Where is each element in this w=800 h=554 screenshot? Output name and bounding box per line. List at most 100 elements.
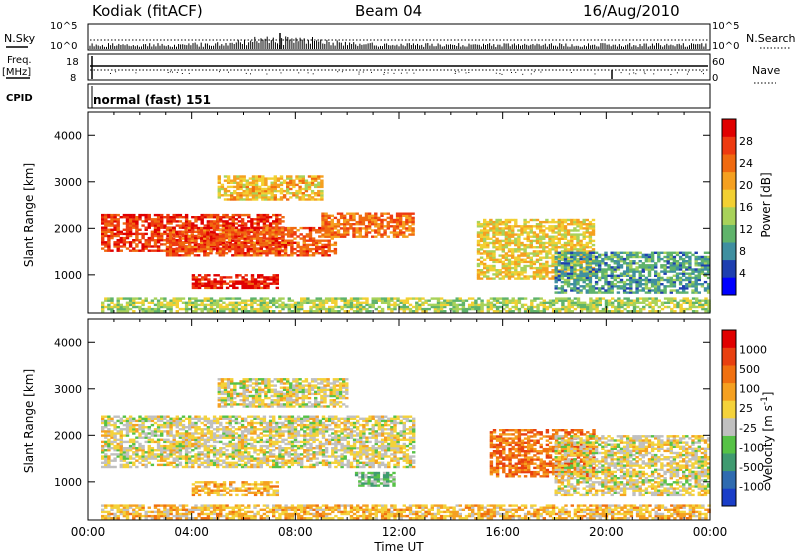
heatmap-cell	[539, 246, 543, 249]
heatmap-cell	[188, 299, 192, 302]
heatmap-cell	[175, 247, 179, 251]
heatmap-cell	[236, 198, 240, 201]
heatmap-cell	[217, 181, 221, 184]
heatmap-cell	[389, 220, 394, 224]
heatmap-cell	[107, 438, 111, 441]
heatmap-cell	[119, 216, 123, 219]
heatmap-cell	[175, 301, 179, 304]
heatmap-cell	[498, 271, 502, 274]
heatmap-cell	[402, 307, 406, 311]
heatmap-cell	[647, 291, 652, 294]
heatmap-cell	[119, 447, 123, 450]
heatmap-cell	[383, 212, 387, 215]
heatmap-cell	[194, 218, 198, 221]
heatmap-cell	[641, 266, 645, 269]
heatmap-cell	[178, 213, 183, 217]
heatmap-cell	[321, 299, 326, 302]
heatmap-cell	[249, 237, 254, 240]
heatmap-cell	[626, 266, 630, 269]
heatmap-cell	[632, 274, 636, 277]
heatmap-cell	[616, 257, 621, 261]
heatmap-cell	[172, 220, 176, 223]
heatmap-cell	[249, 254, 254, 257]
heatmap-cell	[206, 235, 210, 238]
heatmap-cell	[504, 225, 509, 228]
heatmap-cell	[250, 243, 254, 246]
nave-dot	[522, 73, 524, 75]
heatmap-cell	[560, 276, 565, 280]
heatmap-cell	[259, 305, 263, 309]
heatmap-cell	[588, 235, 593, 238]
heatmap-cell	[259, 245, 263, 248]
heatmap-cell	[669, 285, 673, 288]
heatmap-cell	[498, 233, 502, 236]
heatmap-cell	[548, 227, 552, 230]
heatmap-cell	[101, 234, 105, 238]
heatmap-cell	[141, 224, 145, 227]
heatmap-cell	[116, 213, 120, 217]
heatmap-cell	[256, 303, 260, 307]
heatmap-cell	[539, 223, 543, 226]
heatmap-cell	[237, 241, 241, 244]
heatmap-cell	[213, 282, 217, 285]
heatmap-cell	[191, 216, 195, 219]
heatmap-cell	[530, 303, 534, 307]
heatmap-cell	[610, 280, 614, 284]
heatmap-cell	[471, 303, 475, 307]
heatmap-cell	[125, 447, 130, 450]
heatmap-cell	[647, 266, 652, 269]
heatmap-cell	[216, 220, 220, 223]
heatmap-cell	[542, 250, 546, 253]
nave-dot	[501, 73, 503, 75]
heatmap-cell	[706, 262, 711, 265]
heatmap-cell	[607, 291, 611, 294]
heatmap-cell	[175, 305, 179, 309]
heatmap-cell	[292, 192, 296, 195]
heatmap-cell	[622, 260, 627, 263]
heatmap-cell	[532, 273, 537, 276]
heatmap-cell	[535, 218, 540, 222]
heatmap-cell	[104, 220, 108, 223]
heatmap-cell	[302, 247, 306, 251]
heatmap-cell	[242, 194, 246, 197]
heatmap-cell	[582, 256, 586, 259]
heatmap-cell	[245, 179, 249, 182]
heatmap-cell	[539, 271, 543, 274]
heatmap-cell	[222, 280, 227, 283]
heatmap-cell	[486, 303, 490, 307]
heatmap-cell	[197, 299, 201, 302]
heatmap-cell	[153, 222, 158, 225]
heatmap-cell	[700, 272, 705, 275]
heatmap-cell	[153, 224, 158, 227]
heatmap-cell	[122, 457, 127, 460]
heatmap-cell	[346, 231, 350, 234]
heatmap-cell	[548, 250, 552, 253]
heatmap-cell	[588, 268, 593, 271]
heatmap-cell	[626, 287, 630, 290]
heatmap-cell	[679, 310, 683, 313]
heatmap-cell	[492, 233, 496, 236]
heatmap-cell	[104, 423, 108, 427]
heatmap-cell	[619, 274, 624, 277]
heatmap-cell	[231, 226, 235, 230]
heatmap-cell	[306, 299, 310, 302]
heatmap-cell	[566, 239, 571, 243]
heatmap-cell	[526, 252, 530, 255]
heatmap-cell	[206, 247, 210, 251]
heatmap-cell	[184, 303, 189, 307]
heatmap-cell	[666, 285, 670, 288]
heatmap-cell	[132, 224, 136, 227]
heatmap-cell	[248, 189, 253, 193]
heatmap-cell	[641, 287, 645, 290]
heatmap-cell	[492, 297, 497, 300]
heatmap-cell	[582, 257, 586, 261]
heatmap-cell	[265, 250, 269, 253]
heatmap-cell	[270, 183, 274, 187]
heatmap-cell	[239, 192, 243, 195]
heatmap-cell	[352, 229, 356, 232]
heatmap-cell	[579, 270, 583, 273]
heatmap-cell	[128, 423, 133, 427]
heatmap-cell	[688, 283, 692, 286]
heatmap-cell	[110, 220, 114, 223]
heatmap-cell	[511, 248, 515, 251]
